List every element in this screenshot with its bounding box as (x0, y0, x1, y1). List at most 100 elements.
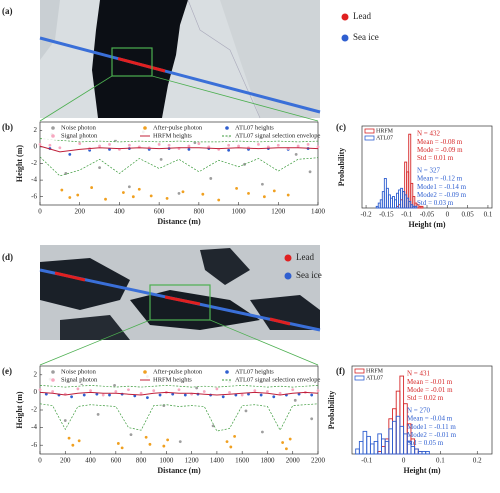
photon-point (152, 389, 156, 393)
y-tick-label: -2 (31, 159, 37, 167)
stat-annotation: Mode2 = -0.01 m (407, 431, 457, 439)
photon-point (63, 419, 67, 422)
x-tick-label: 1400 (210, 457, 225, 465)
legend-label: After-pulse photon (153, 124, 203, 131)
satellite-image-d (39, 245, 321, 366)
stat-annotation: N = 327 (417, 166, 441, 174)
panel-label: (d) (2, 252, 13, 262)
photon-point (310, 417, 314, 421)
envelope-upper (39, 138, 319, 143)
legend-label: ATL07 signal selection envelope (235, 132, 320, 139)
envelope-upper (39, 385, 319, 388)
photon-point (177, 388, 181, 392)
photon-point (101, 393, 105, 397)
legend-marker (354, 368, 365, 374)
x-tick-label: -0.1 (361, 457, 373, 465)
photon-point (181, 190, 185, 194)
photon-point (240, 393, 244, 397)
photon-point (201, 192, 205, 196)
photon-point (229, 445, 233, 449)
photon-point (233, 435, 237, 438)
photon-point (89, 389, 92, 393)
photon-point (127, 388, 130, 392)
photon-point (288, 437, 292, 441)
photon-point (261, 182, 264, 186)
photon-point (113, 383, 116, 387)
photon-point (178, 440, 182, 444)
stat-annotation: N = 432 (417, 130, 441, 138)
y-tick-label: -6 (31, 192, 37, 200)
x-tick-label: 200 (60, 457, 71, 465)
x-tick-label: 0.1 (436, 457, 445, 465)
photon-point (82, 393, 86, 397)
photon-point (68, 196, 72, 199)
stat-annotation: Std = 0.01 m (417, 154, 454, 162)
photon-point (266, 390, 269, 393)
x-tick-label: 1800 (260, 457, 275, 465)
x-tick-label: 600 (111, 457, 122, 465)
photon-point (96, 413, 100, 416)
stat-annotation: Std = 0.03 m (417, 199, 454, 207)
photon-point (131, 195, 135, 199)
photon-point (281, 441, 285, 444)
legend-label: ATL07 (366, 375, 383, 381)
photon-point (262, 195, 266, 199)
legend-label: ATL07 signal selection envelope (235, 376, 320, 383)
stat-annotation: Std = 0.05 m (407, 439, 444, 447)
stat-annotation: Mean = -0.08 m (417, 138, 463, 146)
photon-point (108, 393, 111, 397)
photon-point (293, 398, 297, 402)
photon-point (209, 177, 213, 180)
x-tick-label: 400 (85, 457, 96, 465)
photon-point (183, 393, 187, 397)
panel-label: (c) (336, 122, 346, 132)
x-tick-label: 0 (38, 457, 42, 465)
photon-point (76, 387, 80, 391)
photon-point (197, 142, 201, 145)
legend-marker (225, 126, 229, 130)
legend-label: HRFM (366, 368, 384, 374)
legend-label: Noise photon (61, 124, 97, 131)
photon-point (228, 391, 231, 394)
x-axis-label: Distance (m) (157, 217, 201, 226)
photon-point (120, 446, 124, 450)
x-tick-label: 1600 (235, 457, 250, 465)
legend-label: HRFM heights (153, 132, 192, 139)
photon-point (187, 144, 191, 148)
photon-point (104, 197, 107, 201)
photon-point (108, 147, 111, 151)
photon-point (157, 143, 161, 146)
photon-point (76, 193, 80, 197)
photon-point (276, 143, 280, 147)
photon-point (237, 144, 240, 148)
legend-marker (51, 378, 55, 382)
photon-point (159, 157, 163, 161)
legend-marker (341, 13, 349, 21)
panel-label: (a) (2, 6, 13, 16)
photon-point (90, 186, 94, 189)
photon-point (98, 166, 101, 170)
photon-point (60, 188, 64, 192)
photon-point (308, 170, 312, 174)
photon-point (211, 424, 215, 428)
x-tick-label: 400 (114, 208, 125, 216)
y-tick-label: 0 (34, 143, 38, 151)
legend-label: Signal photon (61, 376, 98, 383)
photon-point (285, 447, 288, 451)
photon-point (227, 143, 231, 147)
photon-point (38, 388, 42, 392)
legend-marker (364, 135, 375, 141)
photon-point (166, 438, 170, 442)
photon-point (127, 185, 131, 189)
envelope-lower (39, 403, 319, 432)
legend-label: Sea ice (296, 270, 322, 280)
photon-point (316, 145, 320, 149)
photon-point (165, 196, 169, 200)
x-axis-label: Height (m) (408, 220, 445, 229)
x-tick-label: -0.05 (420, 211, 435, 219)
y-axis-label: Probability (327, 391, 336, 430)
y-tick-label: -2 (31, 406, 37, 414)
y-axis-label: Height (m) (15, 391, 24, 428)
x-tick-label: 800 (136, 457, 147, 465)
